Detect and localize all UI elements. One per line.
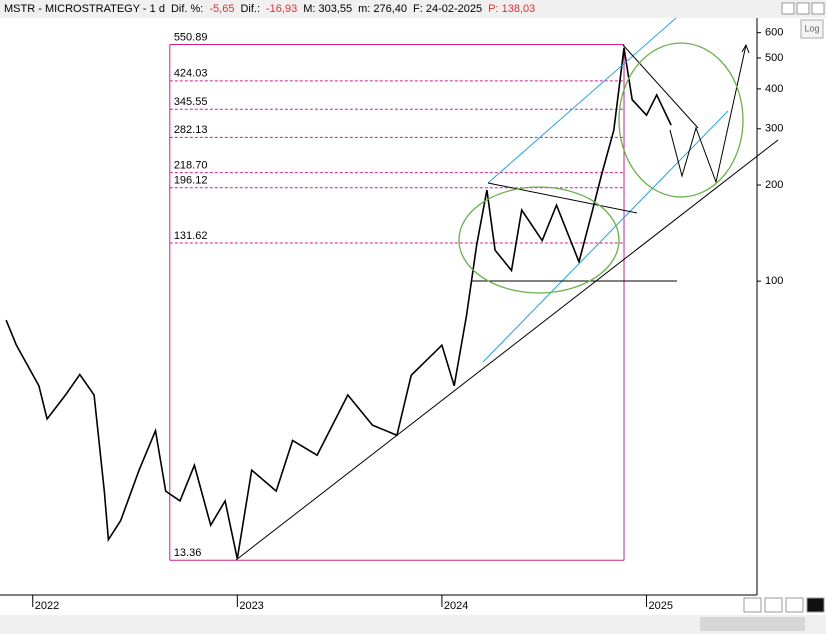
header-item: Dif.: <box>240 3 260 15</box>
projection-path <box>669 44 747 184</box>
tool-button[interactable] <box>743 597 762 613</box>
minimize-button[interactable] <box>781 2 795 15</box>
y-tick-label: 400 <box>765 83 783 95</box>
x-tick-label: 2023 <box>239 600 263 612</box>
log-button[interactable] <box>800 19 824 39</box>
header-item: MSTR - MICROSTRATEGY - 1 d <box>4 3 165 15</box>
trend-line <box>235 139 779 561</box>
price-line <box>5 47 672 559</box>
y-tick-label: 200 <box>765 179 783 191</box>
x-tick-label: 2024 <box>444 600 468 612</box>
color-button[interactable] <box>806 597 825 613</box>
log-button-label[interactable]: Log <box>804 23 819 33</box>
scrollbar[interactable] <box>0 615 826 634</box>
fib-label: 345.55 <box>174 96 208 108</box>
fib-label: 218.70 <box>174 160 208 172</box>
header: MSTR - MICROSTRATEGY - 1 d Dif. %: -5,65 Di… <box>4 3 535 15</box>
close-button[interactable] <box>811 2 825 15</box>
pattern-ellipse <box>618 42 744 198</box>
y-tick-label: 500 <box>765 52 783 64</box>
save-button[interactable] <box>764 597 783 613</box>
y-tick-label: 100 <box>765 275 783 287</box>
channel-line <box>487 17 677 184</box>
y-tick-label: 300 <box>765 123 783 135</box>
y-tick-label: 600 <box>765 27 783 39</box>
plot-area: 600 500 400 300 200 100 2022 2023 2024 2025 550.89… <box>5 27 783 612</box>
header-item: P: 138,03 <box>488 3 535 15</box>
header-item: -5,65 <box>209 3 234 15</box>
fib-label: 196.12 <box>174 175 208 187</box>
drawings <box>235 17 779 561</box>
x-tick-label: 2022 <box>35 600 59 612</box>
header-item: M: 303,55 <box>303 3 352 15</box>
x-tick-label: 2025 <box>649 600 673 612</box>
pin-button[interactable] <box>785 597 804 613</box>
header-item: -16,93 <box>266 3 297 15</box>
pattern-ellipse <box>458 186 620 294</box>
header-item: F: 24-02-2025 <box>413 3 482 15</box>
header-item: m: 276,40 <box>358 3 407 15</box>
header-bar <box>0 0 826 18</box>
fib-label: 424.03 <box>174 68 208 80</box>
channel-line <box>482 110 729 363</box>
maximize-button[interactable] <box>796 2 810 15</box>
header-item: Dif. %: <box>171 3 203 15</box>
fib-label: 131.62 <box>174 230 208 242</box>
fib-label: 13.36 <box>174 547 202 559</box>
triangle-line <box>487 182 638 214</box>
projection-arrow <box>741 43 750 54</box>
downtrend-line <box>622 44 699 129</box>
scroll-thumb[interactable] <box>700 617 805 631</box>
fib-label: 550.89 <box>174 31 208 43</box>
fib-label: 282.13 <box>174 124 208 136</box>
